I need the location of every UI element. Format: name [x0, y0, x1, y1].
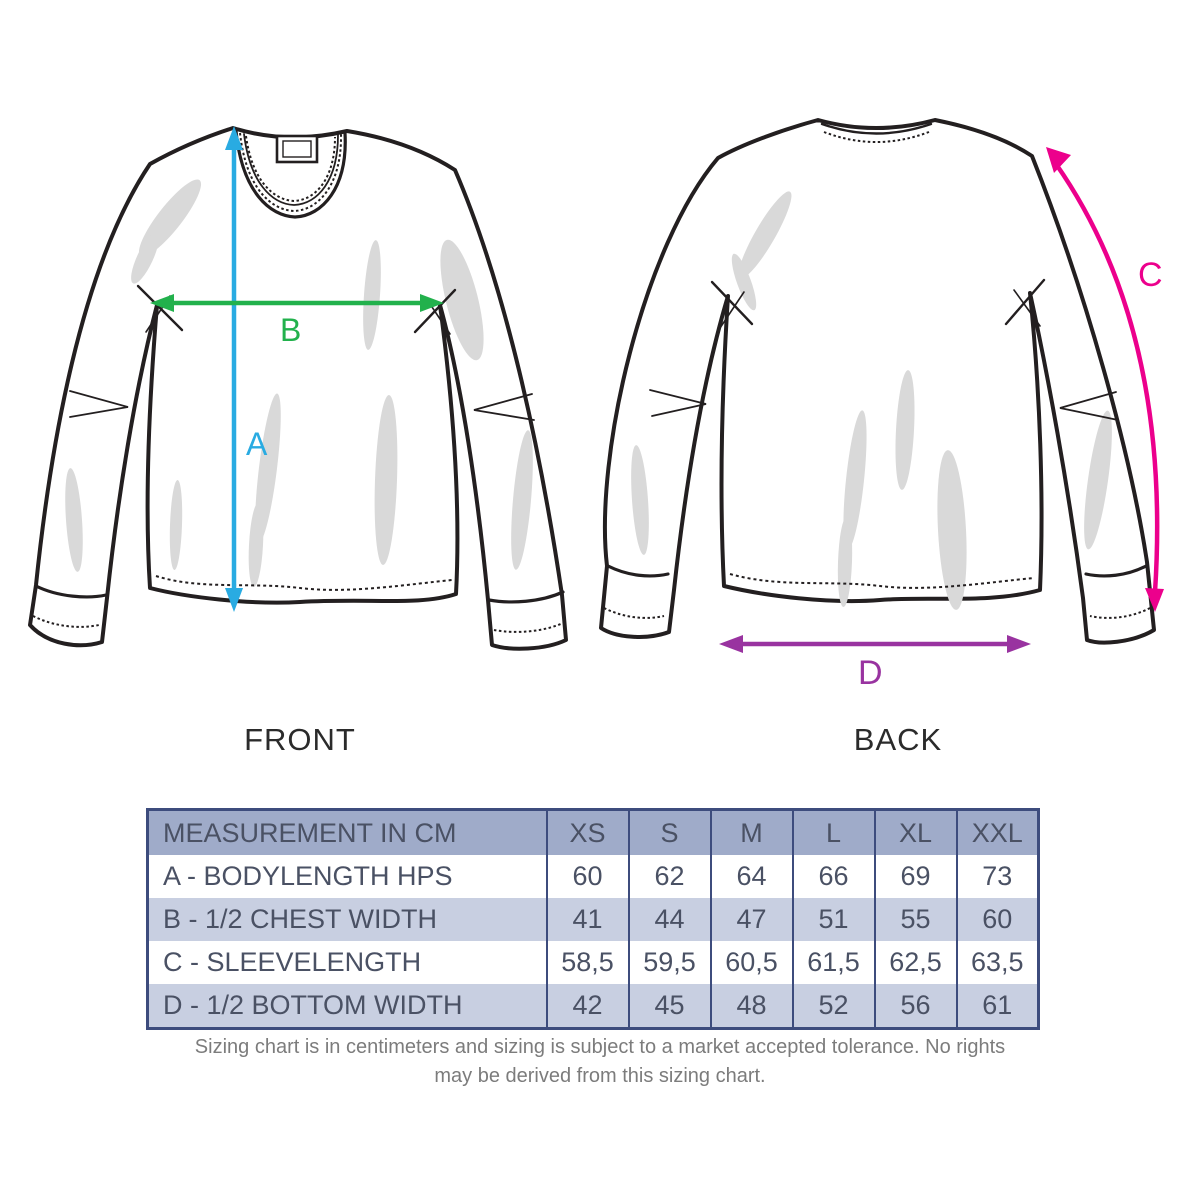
- column-header-s: S: [627, 809, 711, 855]
- arrow-left-icon: [150, 294, 174, 312]
- arrow-up-left-icon: [1046, 147, 1071, 173]
- cell-value: 51: [791, 898, 875, 941]
- cell-value: 58,5: [545, 941, 629, 984]
- disclaimer-line-2: may be derived from this sizing chart.: [434, 1065, 766, 1087]
- table-header-row: MEASUREMENT IN CM XS S M L XL XXL: [147, 809, 1039, 855]
- back-seams: [603, 278, 1151, 619]
- cell-value: 42: [545, 984, 629, 1029]
- cell-value: 44: [627, 898, 711, 941]
- measure-label-b: B: [280, 312, 301, 348]
- table-row: B - 1/2 CHEST WIDTH 41 44 47 51 55 60: [147, 898, 1039, 941]
- cell-value: 73: [955, 855, 1039, 898]
- front-seams: [32, 284, 566, 633]
- cell-value: 56: [873, 984, 957, 1029]
- cell-value: 63,5: [955, 941, 1039, 984]
- arrow-right-icon: [1007, 635, 1031, 653]
- disclaimer-line-1: Sizing chart is in centimeters and sizin…: [194, 1036, 1006, 1058]
- cell-value: 60: [955, 898, 1039, 941]
- cell-value: 69: [873, 855, 957, 898]
- cell-value: 48: [709, 984, 793, 1029]
- front-collar: [234, 129, 347, 219]
- measure-arrow-c: C: [1046, 147, 1164, 612]
- cell-value: 61: [955, 984, 1039, 1029]
- back-shirt-illustration: C D: [599, 118, 1164, 692]
- table-row: A - BODYLENGTH HPS 60 62 64 66 69 73: [147, 855, 1039, 898]
- cell-value: 47: [709, 898, 793, 941]
- cell-value: 62,5: [873, 941, 957, 984]
- cell-value: 55: [873, 898, 957, 941]
- back-shirt-silhouette: [599, 118, 1156, 645]
- arrow-left-icon: [719, 635, 743, 653]
- sizing-table: MEASUREMENT IN CM XS S M L XL XXL A - BO…: [146, 808, 1040, 1030]
- column-header-l: L: [791, 809, 875, 855]
- column-header-measurement: MEASUREMENT IN CM: [147, 809, 547, 855]
- arrow-down-icon: [225, 588, 243, 612]
- column-header-xs: XS: [545, 809, 629, 855]
- back-view-label: BACK: [853, 722, 943, 757]
- measure-arrow-b: B: [150, 294, 444, 348]
- row-label: B - 1/2 CHEST WIDTH: [147, 898, 547, 941]
- column-header-m: M: [709, 809, 793, 855]
- front-shirt-illustration: A B: [28, 126, 568, 651]
- cell-value: 45: [627, 984, 711, 1029]
- cell-value: 62: [627, 855, 711, 898]
- front-shading: [65, 179, 533, 587]
- cell-value: 60: [545, 855, 629, 898]
- arrow-right-icon: [420, 294, 444, 312]
- arrow-down-icon: [1145, 588, 1164, 612]
- measure-label-c: C: [1138, 256, 1163, 294]
- table-row: D - 1/2 BOTTOM WIDTH 42 45 48 52 56 61: [147, 984, 1039, 1029]
- row-label: D - 1/2 BOTTOM WIDTH: [147, 984, 547, 1029]
- cell-value: 61,5: [791, 941, 875, 984]
- back-collar: [820, 122, 933, 143]
- measure-label-d: D: [858, 654, 883, 692]
- back-shading: [631, 191, 1112, 610]
- cell-value: 52: [791, 984, 875, 1029]
- shirt-measurement-illustration: A B: [28, 118, 1164, 692]
- measure-label-a: A: [246, 426, 268, 462]
- cell-value: 66: [791, 855, 875, 898]
- row-label: C - SLEEVELENGTH: [147, 941, 547, 984]
- column-header-xxl: XXL: [955, 809, 1039, 855]
- tolerance-disclaimer: Sizing chart is in centimeters and sizin…: [0, 1033, 1200, 1091]
- column-header-xl: XL: [873, 809, 957, 855]
- measure-arrow-a: A: [225, 126, 268, 612]
- cell-value: 64: [709, 855, 793, 898]
- front-shirt-silhouette: [28, 126, 568, 651]
- cell-value: 60,5: [709, 941, 793, 984]
- table-row: C - SLEEVELENGTH 58,5 59,5 60,5 61,5 62,…: [147, 941, 1039, 984]
- measure-arrow-d: D: [719, 635, 1031, 692]
- arrow-up-icon: [225, 126, 243, 150]
- cell-value: 41: [545, 898, 629, 941]
- front-view-label: FRONT: [244, 722, 356, 757]
- cell-value: 59,5: [627, 941, 711, 984]
- row-label: A - BODYLENGTH HPS: [147, 855, 547, 898]
